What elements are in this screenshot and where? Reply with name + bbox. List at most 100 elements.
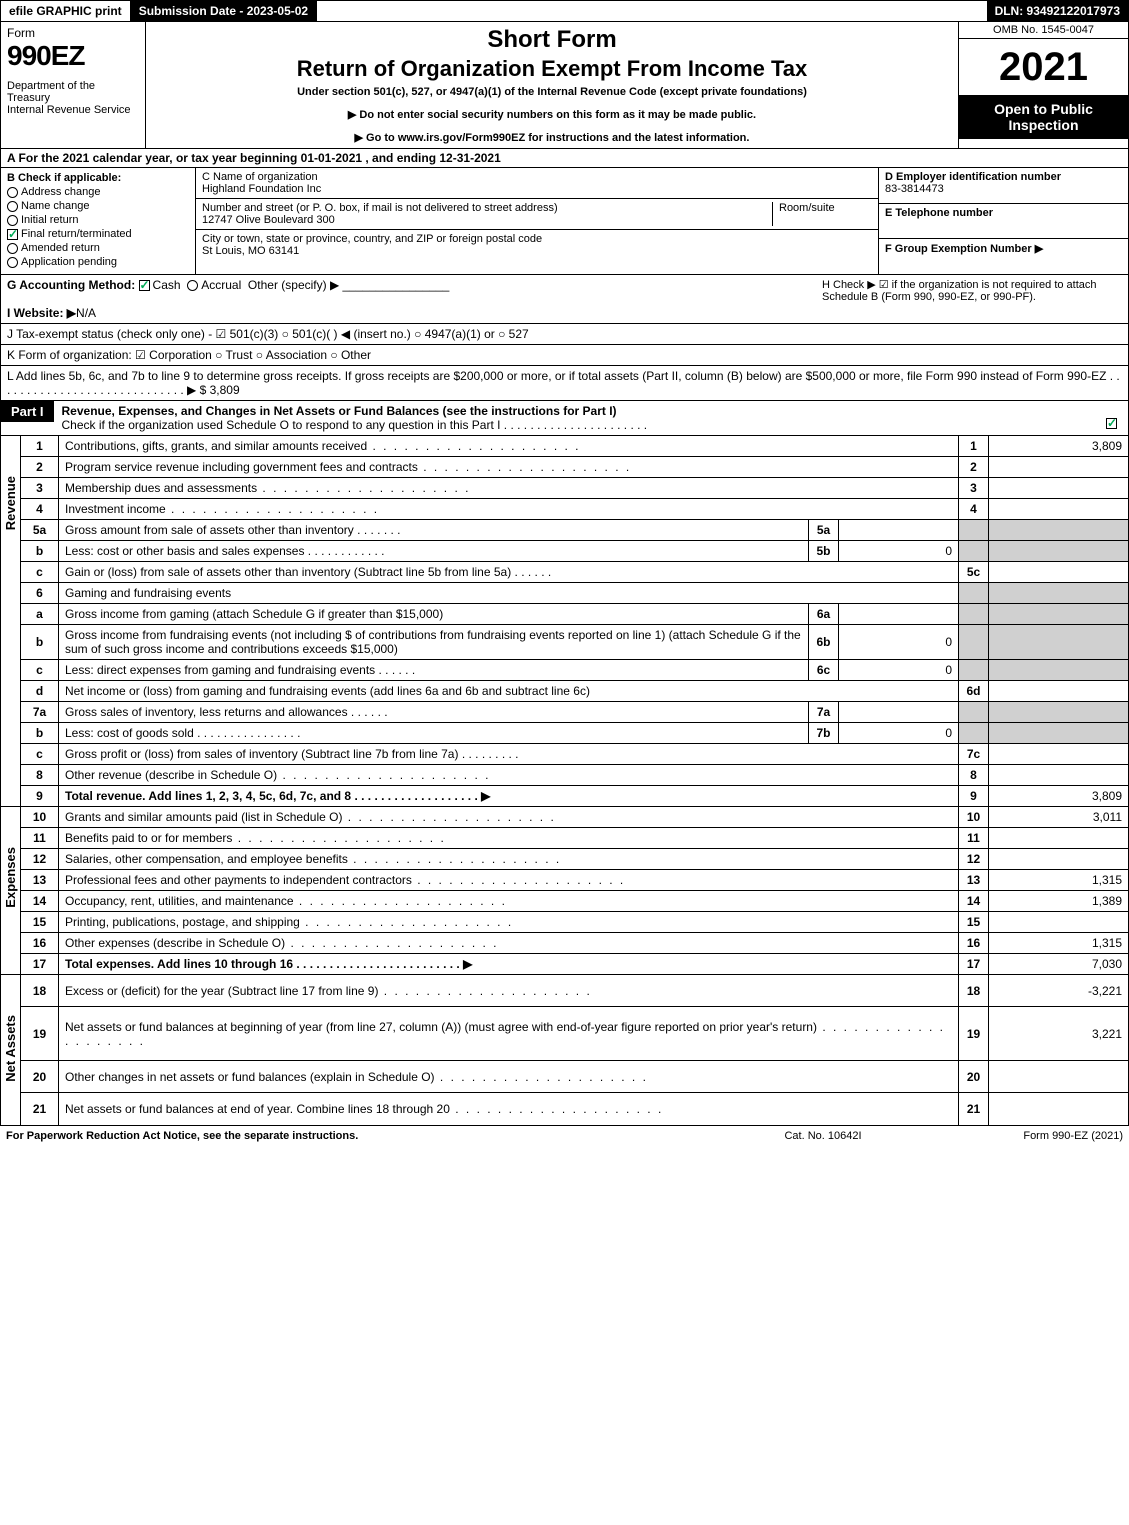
line-7c: cGross profit or (loss) from sales of in… [21,744,1129,765]
chk-amended-return[interactable]: Amended return [7,242,189,254]
gross-receipts-text: L Add lines 5b, 6c, and 7b to line 9 to … [7,369,1122,397]
website-value: N/A [76,306,96,320]
netassets-block: Net Assets 18Excess or (deficit) for the… [0,975,1129,1126]
title-return: Return of Organization Exempt From Incom… [156,56,948,82]
paperwork-notice: For Paperwork Reduction Act Notice, see … [6,1130,723,1142]
efile-print[interactable]: efile GRAPHIC print [1,1,131,21]
expenses-block: Expenses 10Grants and similar amounts pa… [0,807,1129,975]
org-name: Highland Foundation Inc [202,183,872,195]
other-specify: Other (specify) ▶ [248,278,339,292]
open-public-badge: Open to Public Inspection [959,95,1128,139]
line-2: 2Program service revenue including gover… [21,457,1129,478]
line-10: 10Grants and similar amounts paid (list … [21,807,1129,828]
telephone-label: E Telephone number [885,207,993,219]
goto-note: ▶ Go to www.irs.gov/Form990EZ for instru… [156,131,948,144]
line-5b: bLess: cost or other basis and sales exp… [21,541,1129,562]
line-6b: bGross income from fundraising events (n… [21,625,1129,660]
line-21: 21Net assets or fund balances at end of … [21,1093,1129,1125]
line-6d: dNet income or (loss) from gaming and fu… [21,681,1129,702]
cat-no: Cat. No. 10642I [723,1130,923,1142]
line-9: 9Total revenue. Add lines 1, 2, 3, 4, 5c… [21,786,1129,807]
section-a: A For the 2021 calendar year, or tax yea… [0,149,1129,168]
expenses-table: 10Grants and similar amounts paid (list … [20,807,1129,975]
netassets-table: 18Excess or (deficit) for the year (Subt… [20,975,1129,1126]
ein-label: D Employer identification number [885,171,1061,183]
line-4: 4Investment income4 [21,499,1129,520]
expenses-vlabel: Expenses [0,807,20,975]
line-13: 13Professional fees and other payments t… [21,870,1129,891]
part1-label: Part I [1,401,54,422]
line-15: 15Printing, publications, postage, and s… [21,912,1129,933]
accounting-method-label: G Accounting Method: [7,278,135,292]
form-number: 990EZ [7,40,139,72]
line-18: 18Excess or (deficit) for the year (Subt… [21,975,1129,1007]
line-3: 3Membership dues and assessments3 [21,478,1129,499]
section-b-label: B Check if applicable: [7,172,121,184]
revenue-table: 1Contributions, gifts, grants, and simil… [20,436,1129,807]
section-gh: G Accounting Method: Cash Accrual Other … [0,275,1129,324]
line-20: 20Other changes in net assets or fund ba… [21,1061,1129,1093]
line-6: 6Gaming and fundraising events [21,583,1129,604]
line-7b: bLess: cost of goods sold . . . . . . . … [21,723,1129,744]
chk-accrual[interactable] [187,280,198,291]
ssn-note: ▶ Do not enter social security numbers o… [156,108,948,121]
line-6a: aGross income from gaming (attach Schedu… [21,604,1129,625]
city-label: City or town, state or province, country… [202,233,872,245]
section-j: J Tax-exempt status (check only one) - ☑… [0,324,1129,345]
submission-date: Submission Date - 2023-05-02 [131,1,317,21]
part1-schedule-o-check[interactable] [1106,418,1117,429]
revenue-vlabel: Revenue [0,436,20,807]
line-7a: 7aGross sales of inventory, less returns… [21,702,1129,723]
section-def: D Employer identification number 83-3814… [878,168,1128,274]
section-k: K Form of organization: ☑ Corporation ○ … [0,345,1129,366]
part1-check-note: Check if the organization used Schedule … [62,418,648,432]
line-16: 16Other expenses (describe in Schedule O… [21,933,1129,954]
section-a-text: A For the 2021 calendar year, or tax yea… [7,151,501,165]
line-11: 11Benefits paid to or for members11 [21,828,1129,849]
section-bcd: B Check if applicable: Address change Na… [0,168,1129,275]
section-h: H Check ▶ ☑ if the organization is not r… [822,278,1122,320]
header-right: OMB No. 1545-0047 2021 Open to Public In… [958,22,1128,148]
subtitle: Under section 501(c), 527, or 4947(a)(1)… [156,86,948,98]
street-label: Number and street (or P. O. box, if mail… [202,202,558,214]
website-label: I Website: ▶ [7,306,76,320]
title-short-form: Short Form [156,26,948,54]
header-left: Form 990EZ Department of the Treasury In… [1,22,146,148]
section-l: L Add lines 5b, 6c, and 7b to line 9 to … [0,366,1129,401]
spacer [317,1,986,21]
form-of-org: K Form of organization: ☑ Corporation ○ … [7,348,371,362]
omb-number: OMB No. 1545-0047 [959,22,1128,39]
chk-cash[interactable] [139,280,150,291]
line-19: 19Net assets or fund balances at beginni… [21,1007,1129,1061]
group-exemption-label: F Group Exemption Number ▶ [885,243,1043,255]
line-17: 17Total expenses. Add lines 10 through 1… [21,954,1129,975]
line-14: 14Occupancy, rent, utilities, and mainte… [21,891,1129,912]
org-name-label: C Name of organization [202,171,872,183]
form-no-footer: Form 990-EZ (2021) [923,1130,1123,1142]
section-b: B Check if applicable: Address change Na… [1,168,196,274]
city-value: St Louis, MO 63141 [202,245,872,257]
line-12: 12Salaries, other compensation, and empl… [21,849,1129,870]
netassets-vlabel: Net Assets [0,975,20,1126]
form-word: Form [7,26,139,40]
tax-year: 2021 [959,39,1128,95]
line-1: 1Contributions, gifts, grants, and simil… [21,436,1129,457]
section-c: C Name of organization Highland Foundati… [196,168,878,274]
part1-title: Revenue, Expenses, and Changes in Net As… [62,404,617,418]
tax-exempt-status: J Tax-exempt status (check only one) - ☑… [7,327,529,341]
top-bar: efile GRAPHIC print Submission Date - 20… [0,0,1129,22]
line-5a: 5aGross amount from sale of assets other… [21,520,1129,541]
part1-body: Revenue 1Contributions, gifts, grants, a… [0,436,1129,807]
form-header: Form 990EZ Department of the Treasury In… [0,22,1129,149]
line-6c: cLess: direct expenses from gaming and f… [21,660,1129,681]
room-suite-label: Room/suite [772,202,872,226]
page-footer: For Paperwork Reduction Act Notice, see … [0,1126,1129,1146]
header-center: Short Form Return of Organization Exempt… [146,22,958,148]
chk-final-return[interactable]: Final return/terminated [7,228,189,240]
street-value: 12747 Olive Boulevard 300 [202,214,772,226]
chk-name-change[interactable]: Name change [7,200,189,212]
chk-address-change[interactable]: Address change [7,186,189,198]
chk-initial-return[interactable]: Initial return [7,214,189,226]
dept-treasury: Department of the Treasury Internal Reve… [7,80,139,116]
chk-application-pending[interactable]: Application pending [7,256,189,268]
